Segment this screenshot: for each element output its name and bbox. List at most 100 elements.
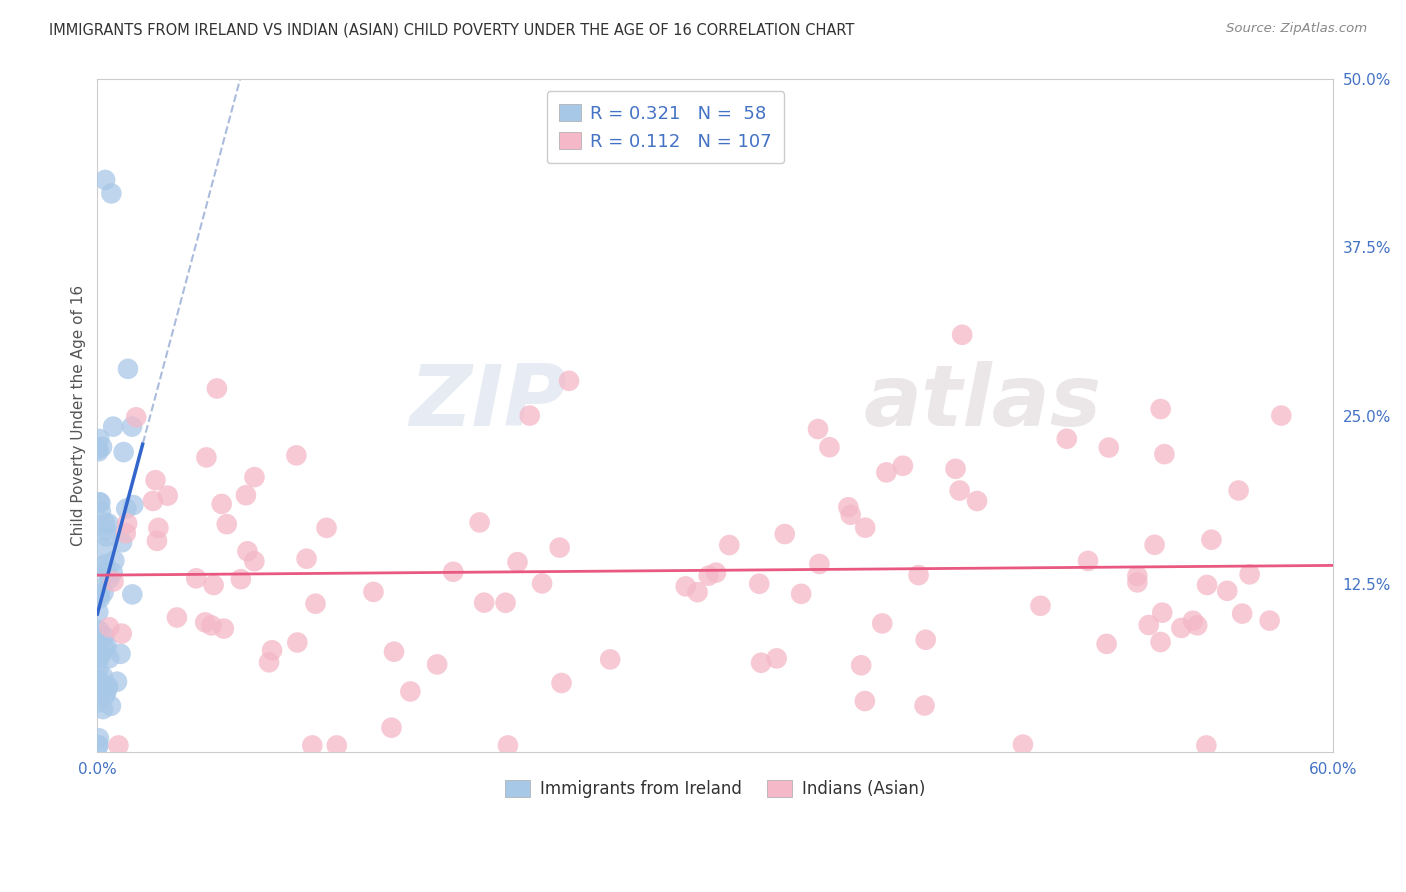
Point xyxy=(399,684,422,698)
Point xyxy=(853,521,876,535)
Point xyxy=(304,597,326,611)
Legend: Immigrants from Ireland, Indians (Asian): Immigrants from Ireland, Indians (Asian) xyxy=(498,772,932,805)
Point xyxy=(531,576,554,591)
Point xyxy=(966,494,988,508)
Point xyxy=(97,680,120,694)
Point xyxy=(125,410,148,425)
Point xyxy=(1077,554,1099,568)
Point xyxy=(326,739,349,753)
Point xyxy=(94,641,117,656)
Point xyxy=(96,639,118,653)
Point xyxy=(1230,607,1253,621)
Point xyxy=(142,494,165,508)
Point xyxy=(202,578,225,592)
Point xyxy=(380,721,402,735)
Point xyxy=(301,739,323,753)
Point xyxy=(260,643,283,657)
Point xyxy=(94,516,117,530)
Point xyxy=(89,495,111,509)
Point xyxy=(93,585,115,599)
Point xyxy=(914,632,936,647)
Point xyxy=(441,565,464,579)
Point xyxy=(107,739,129,753)
Point xyxy=(558,374,581,388)
Point xyxy=(849,658,872,673)
Point xyxy=(112,445,135,459)
Point xyxy=(148,521,170,535)
Point xyxy=(215,517,238,532)
Point xyxy=(90,648,112,662)
Point xyxy=(122,498,145,512)
Y-axis label: Child Poverty Under the Age of 16: Child Poverty Under the Age of 16 xyxy=(72,285,86,546)
Point xyxy=(285,635,308,649)
Point xyxy=(96,679,118,693)
Point xyxy=(98,651,121,665)
Point xyxy=(1056,432,1078,446)
Text: atlas: atlas xyxy=(863,360,1101,443)
Point xyxy=(91,541,114,555)
Point xyxy=(103,554,125,568)
Point xyxy=(87,442,110,457)
Point xyxy=(1201,533,1223,547)
Point xyxy=(89,648,111,663)
Point xyxy=(91,669,114,683)
Point xyxy=(1195,739,1218,753)
Point xyxy=(382,645,405,659)
Point xyxy=(87,731,110,746)
Point xyxy=(257,655,280,669)
Point xyxy=(1137,618,1160,632)
Point xyxy=(103,574,125,589)
Point xyxy=(156,489,179,503)
Point xyxy=(91,702,114,716)
Point xyxy=(100,698,122,713)
Point xyxy=(110,647,132,661)
Point xyxy=(87,739,110,753)
Point xyxy=(686,585,709,599)
Point xyxy=(1227,483,1250,498)
Point xyxy=(548,541,571,555)
Point xyxy=(87,605,110,619)
Point xyxy=(94,558,117,572)
Point xyxy=(94,689,117,703)
Point xyxy=(87,673,110,687)
Point xyxy=(243,470,266,484)
Point xyxy=(146,533,169,548)
Point xyxy=(496,739,519,753)
Point xyxy=(103,419,125,434)
Point xyxy=(748,576,770,591)
Point xyxy=(749,656,772,670)
Point xyxy=(1126,569,1149,583)
Point xyxy=(1185,618,1208,632)
Point xyxy=(114,526,136,541)
Point xyxy=(98,572,121,586)
Point xyxy=(1149,635,1171,649)
Point xyxy=(89,496,111,510)
Point xyxy=(945,462,967,476)
Text: Source: ZipAtlas.com: Source: ZipAtlas.com xyxy=(1226,22,1367,36)
Point xyxy=(519,409,541,423)
Point xyxy=(243,554,266,568)
Point xyxy=(1153,447,1175,461)
Point xyxy=(506,555,529,569)
Point xyxy=(121,587,143,601)
Point xyxy=(773,527,796,541)
Point xyxy=(839,508,862,522)
Point xyxy=(96,523,118,537)
Point xyxy=(550,676,572,690)
Point xyxy=(697,568,720,582)
Point xyxy=(87,739,110,753)
Point xyxy=(200,618,222,632)
Point xyxy=(285,449,308,463)
Point xyxy=(101,566,124,580)
Point xyxy=(115,516,138,531)
Point xyxy=(89,591,111,606)
Point xyxy=(98,620,121,634)
Point xyxy=(111,535,134,549)
Point xyxy=(1095,637,1118,651)
Point xyxy=(212,622,235,636)
Point xyxy=(1150,402,1173,417)
Text: ZIP: ZIP xyxy=(409,360,567,443)
Point xyxy=(117,362,139,376)
Point xyxy=(790,587,813,601)
Point xyxy=(145,473,167,487)
